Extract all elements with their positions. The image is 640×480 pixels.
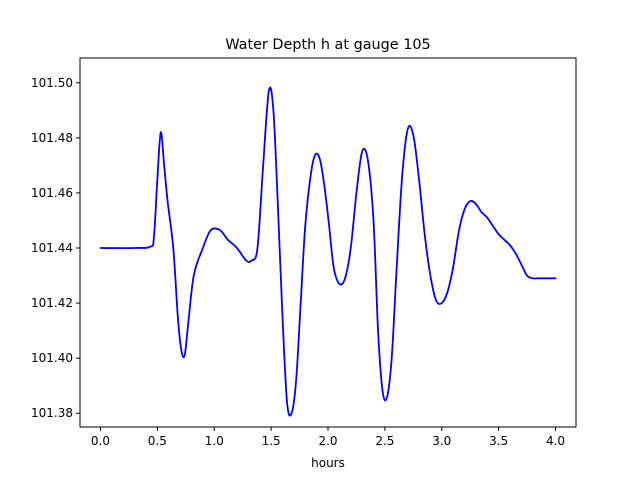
x-tick-label: 1.0 [205,434,224,448]
x-tick-label: 1.5 [262,434,281,448]
x-tick-label: 4.0 [546,434,565,448]
y-tick-label: 101.46 [31,186,73,200]
y-tick-label: 101.40 [31,351,73,365]
x-tick-label: 2.0 [318,434,337,448]
y-tick-label: 101.50 [31,76,73,90]
x-tick-label: 3.5 [489,434,508,448]
x-tick-label: 0.0 [91,434,110,448]
x-axis-label: hours [311,456,345,470]
x-axis: 0.0 0.5 1.0 1.5 2.0 2.5 3.0 3.5 4.0 [91,427,565,448]
y-axis: 101.38 101.40 101.42 101.44 101.46 101.48 101.… [31,76,80,420]
series-line [99,86,557,417]
y-tick-label: 101.48 [31,131,73,145]
chart-title: Water Depth h at gauge 105 [225,37,430,53]
y-tick-label: 101.44 [31,241,73,255]
y-tick-label: 101.38 [31,406,73,420]
x-tick-label: 3.0 [432,434,451,448]
x-tick-label: 0.5 [148,434,167,448]
y-tick-label: 101.42 [31,296,73,310]
x-tick-label: 2.5 [375,434,394,448]
